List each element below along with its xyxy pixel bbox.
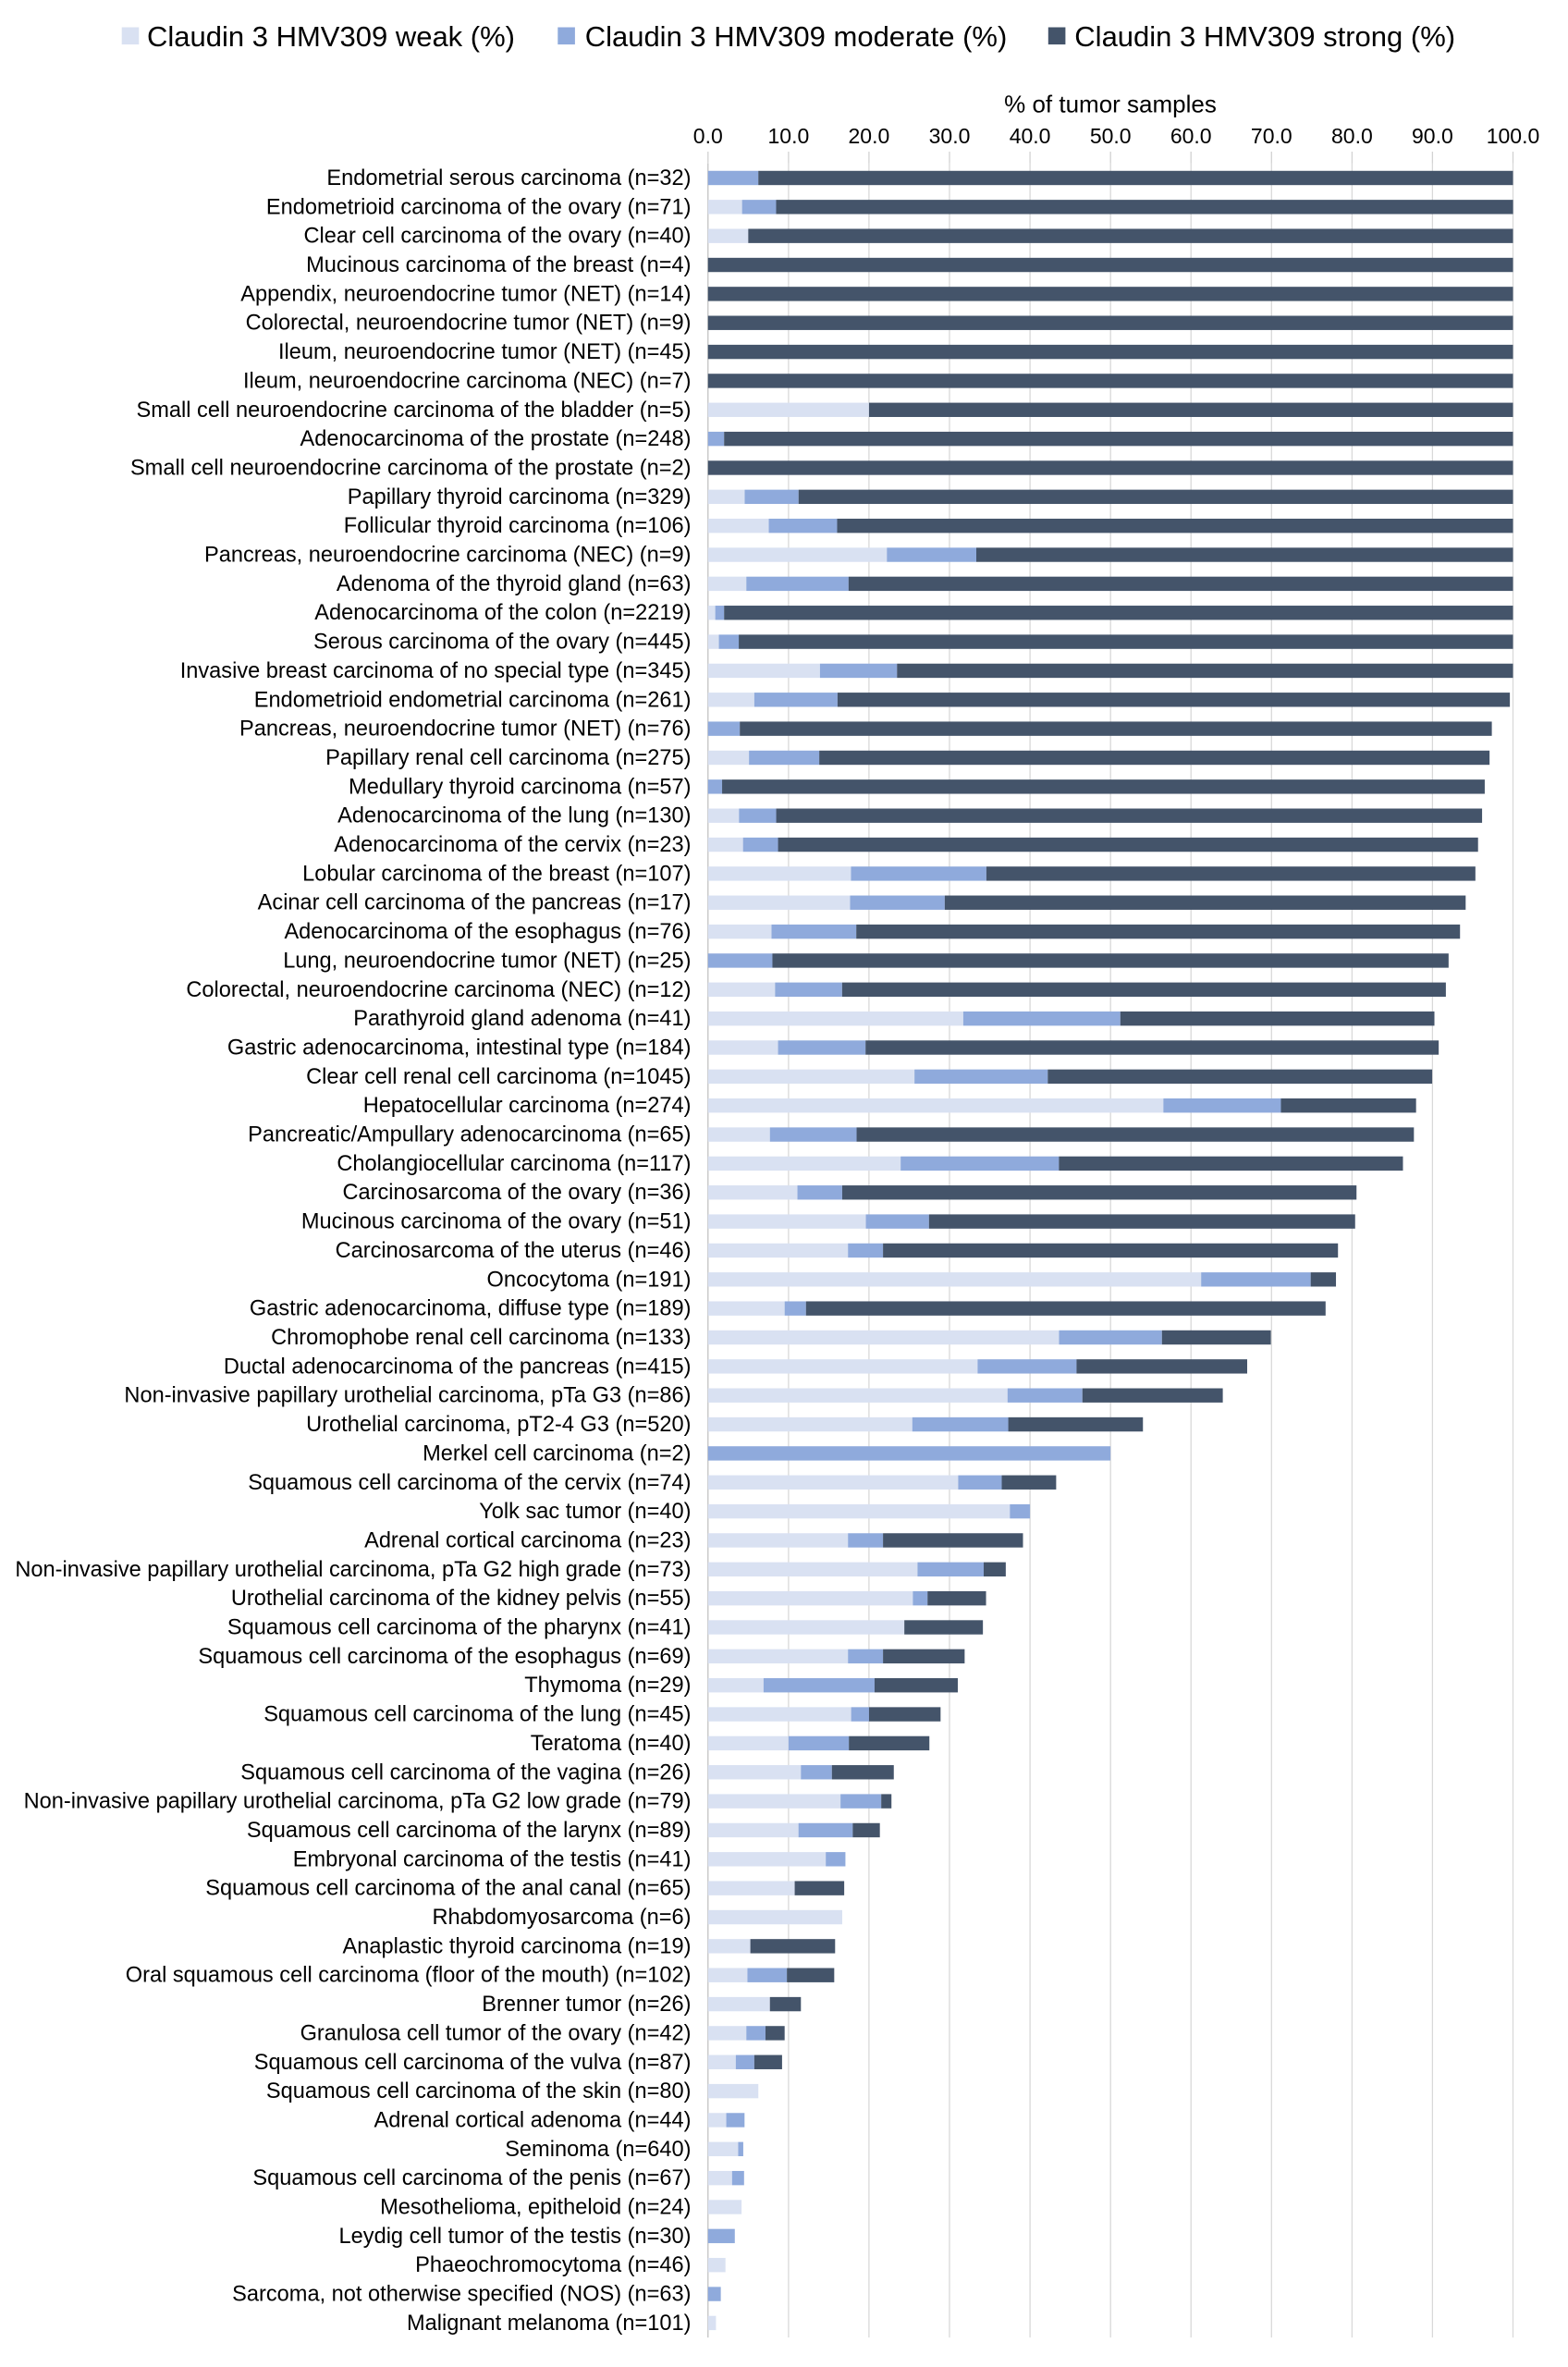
svg-text:40.0: 40.0 [1010, 124, 1051, 148]
svg-text:10.0: 10.0 [768, 124, 810, 148]
svg-text:Ileum, neuroendocrine tumor (N: Ileum, neuroendocrine tumor (NET) (n=45) [278, 340, 692, 364]
svg-text:Squamous cell carcinoma of the: Squamous cell carcinoma of the penis (n=… [252, 2166, 691, 2190]
svg-text:Squamous cell carcinoma of the: Squamous cell carcinoma of the vagina (n… [240, 1760, 691, 1784]
svg-text:Squamous cell carcinoma of the: Squamous cell carcinoma of the pharynx (… [227, 1616, 692, 1640]
svg-text:Clear cell renal cell carcinom: Clear cell renal cell carcinoma (n=1045) [306, 1065, 691, 1089]
svg-text:Endometrioid carcinoma of the: Endometrioid carcinoma of the ovary (n=7… [266, 195, 692, 219]
svg-text:Papillary renal cell carcinoma: Papillary renal cell carcinoma (n=275) [325, 746, 691, 770]
svg-text:Merkel cell carcinoma (n=2): Merkel cell carcinoma (n=2) [423, 1441, 691, 1466]
svg-text:Endometrial serous carcinoma (: Endometrial serous carcinoma (n=32) [326, 166, 691, 190]
svg-text:Granulosa cell tumor of the ov: Granulosa cell tumor of the ovary (n=42) [300, 2021, 692, 2045]
svg-text:Mesothelioma, epitheloid (n=24: Mesothelioma, epitheloid (n=24) [380, 2196, 691, 2220]
svg-text:Malignant melanoma (n=101): Malignant melanoma (n=101) [407, 2312, 692, 2336]
svg-text:Ductal adenocarcinoma of the p: Ductal adenocarcinoma of the pancreas (n… [224, 1355, 692, 1379]
svg-text:Medullary thyroid carcinoma (n: Medullary thyroid carcinoma (n=57) [349, 775, 691, 799]
svg-text:Non-invasive papillary urothel: Non-invasive papillary urothelial carcin… [15, 1558, 691, 1582]
svg-text:Carcinosarcoma of the ovary (n: Carcinosarcoma of the ovary (n=36) [342, 1181, 691, 1205]
svg-text:Lobular carcinoma of the breas: Lobular carcinoma of the breast (n=107) [302, 862, 691, 886]
svg-text:Cholangiocellular carcinoma (n: Cholangiocellular carcinoma (n=117) [337, 1152, 691, 1176]
svg-text:Thymoma (n=29): Thymoma (n=29) [524, 1674, 691, 1698]
svg-text:70.0: 70.0 [1251, 124, 1292, 148]
svg-text:Pancreas, neuroendocrine tumor: Pancreas, neuroendocrine tumor (NET) (n=… [239, 717, 692, 742]
svg-text:Colorectal, neuroendocrine car: Colorectal, neuroendocrine carcinoma (NE… [186, 978, 691, 1002]
svg-text:Ileum, neuroendocrine carcinom: Ileum, neuroendocrine carcinoma (NEC) (n… [243, 369, 692, 393]
svg-text:Squamous cell carcinoma of the: Squamous cell carcinoma of the esophagus… [198, 1645, 691, 1669]
svg-text:Adenocarcinoma of the cervix (: Adenocarcinoma of the cervix (n=23) [334, 833, 691, 857]
svg-text:Pancreas, neuroendocrine carci: Pancreas, neuroendocrine carcinoma (NEC)… [204, 544, 692, 568]
svg-text:Adenocarcinoma of the esophagu: Adenocarcinoma of the esophagus (n=76) [284, 920, 691, 944]
svg-text:Clear cell carcinoma of the ov: Clear cell carcinoma of the ovary (n=40) [304, 225, 692, 249]
svg-text:Adrenal cortical adenoma (n=44: Adrenal cortical adenoma (n=44) [374, 2109, 692, 2133]
svg-text:Papillary thyroid carcinoma (n: Papillary thyroid carcinoma (n=329) [348, 485, 692, 509]
svg-text:Chromophobe renal cell carcino: Chromophobe renal cell carcinoma (n=133) [271, 1326, 691, 1350]
svg-text:50.0: 50.0 [1090, 124, 1132, 148]
svg-text:Mucinous carcinoma of the brea: Mucinous carcinoma of the breast (n=4) [306, 253, 691, 277]
svg-text:Adenocarcinoma of the prostate: Adenocarcinoma of the prostate (n=248) [300, 427, 692, 451]
svg-text:Parathyroid gland adenoma (n=4: Parathyroid gland adenoma (n=41) [353, 1007, 691, 1031]
svg-text:Hepatocellular carcinoma (n=27: Hepatocellular carcinoma (n=274) [363, 1094, 692, 1118]
svg-text:% of tumor samples: % of tumor samples [1004, 91, 1217, 118]
svg-text:Sarcoma, not otherwise specifi: Sarcoma, not otherwise specified (NOS) (… [232, 2283, 691, 2307]
svg-text:Rhabdomyosarcoma (n=6): Rhabdomyosarcoma (n=6) [433, 1906, 692, 1930]
svg-text:Squamous cell carcinoma of the: Squamous cell carcinoma of the skin (n=8… [266, 2079, 692, 2103]
svg-text:Embryonal carcinoma of the tes: Embryonal carcinoma of the testis (n=41) [293, 1847, 692, 1871]
svg-text:Anaplastic thyroid carcinoma (: Anaplastic thyroid carcinoma (n=19) [342, 1934, 691, 1958]
svg-text:Claudin 3 HMV309 strong (%): Claudin 3 HMV309 strong (%) [1074, 20, 1455, 53]
svg-text:Colorectal, neuroendocrine tum: Colorectal, neuroendocrine tumor (NET) (… [246, 312, 692, 336]
svg-text:Claudin 3 HMV309 weak (%): Claudin 3 HMV309 weak (%) [147, 20, 515, 53]
svg-text:Gastric adenocarcinoma, intest: Gastric adenocarcinoma, intestinal type … [227, 1036, 692, 1061]
svg-text:Leydig cell tumor of the testi: Leydig cell tumor of the testis (n=30) [339, 2225, 692, 2249]
svg-text:90.0: 90.0 [1412, 124, 1453, 148]
svg-text:Carcinosarcoma of the uterus (: Carcinosarcoma of the uterus (n=46) [336, 1239, 692, 1263]
svg-text:80.0: 80.0 [1331, 124, 1373, 148]
svg-text:Serous carcinoma of the ovary: Serous carcinoma of the ovary (n=445) [313, 631, 692, 655]
svg-text:Oral squamous cell carcinoma (: Oral squamous cell carcinoma (floor of t… [126, 1964, 692, 1988]
svg-text:Squamous cell carcinoma of the: Squamous cell carcinoma of the anal cana… [205, 1877, 691, 1901]
svg-text:30.0: 30.0 [929, 124, 971, 148]
svg-text:Seminoma (n=640): Seminoma (n=640) [505, 2138, 691, 2162]
svg-text:100.0: 100.0 [1487, 124, 1540, 148]
svg-text:Adenocarcinoma of the colon (n: Adenocarcinoma of the colon (n=2219) [314, 601, 691, 625]
svg-text:Non-invasive papillary urothel: Non-invasive papillary urothelial carcin… [24, 1790, 692, 1814]
svg-text:60.0: 60.0 [1170, 124, 1212, 148]
svg-text:Mucinous carcinoma of the ovar: Mucinous carcinoma of the ovary (n=51) [301, 1210, 692, 1234]
svg-text:Adrenal cortical carcinoma (n=: Adrenal cortical carcinoma (n=23) [364, 1529, 691, 1553]
svg-text:Pancreatic/Ampullary adenocarc: Pancreatic/Ampullary adenocarcinoma (n=6… [248, 1123, 691, 1147]
svg-text:Follicular thyroid carcinoma (: Follicular thyroid carcinoma (n=106) [344, 514, 692, 538]
svg-text:Acinar cell carcinoma of the p: Acinar cell carcinoma of the pancreas (n… [258, 891, 692, 915]
svg-text:Squamous cell carcinoma of the: Squamous cell carcinoma of the lung (n=4… [263, 1703, 691, 1727]
svg-text:Urothelial carcinoma of the ki: Urothelial carcinoma of the kidney pelvi… [231, 1587, 692, 1611]
svg-text:20.0: 20.0 [849, 124, 890, 148]
svg-text:0.0: 0.0 [693, 124, 723, 148]
svg-text:Adenocarcinoma of the lung (n=: Adenocarcinoma of the lung (n=130) [337, 804, 691, 828]
svg-text:Squamous cell carcinoma of the: Squamous cell carcinoma of the vulva (n=… [254, 2051, 692, 2075]
svg-text:Gastric adenocarcinoma, diffus: Gastric adenocarcinoma, diffuse type (n=… [250, 1297, 692, 1321]
svg-text:Brenner tumor (n=26): Brenner tumor (n=26) [482, 1993, 691, 2017]
svg-text:Appendix, neuroendocrine tumor: Appendix, neuroendocrine tumor (NET) (n=… [240, 282, 691, 306]
svg-text:Yolk sac tumor (n=40): Yolk sac tumor (n=40) [479, 1500, 691, 1524]
svg-text:Urothelial carcinoma, pT2-4 G3: Urothelial carcinoma, pT2-4 G3 (n=520) [306, 1413, 691, 1437]
svg-text:Oncocytoma (n=191): Oncocytoma (n=191) [487, 1268, 692, 1292]
svg-text:Non-invasive papillary urothel: Non-invasive papillary urothelial carcin… [124, 1384, 691, 1408]
svg-text:Adenoma of the thyroid gland (: Adenoma of the thyroid gland (n=63) [337, 572, 692, 596]
svg-text:Lung, neuroendocrine tumor (NE: Lung, neuroendocrine tumor (NET) (n=25) [283, 949, 691, 973]
svg-text:Teratoma (n=40): Teratoma (n=40) [531, 1732, 692, 1756]
svg-text:Invasive breast carcinoma of n: Invasive breast carcinoma of no special … [180, 659, 692, 683]
svg-text:Phaeochromocytoma (n=46): Phaeochromocytoma (n=46) [415, 2253, 691, 2277]
svg-text:Small cell neuroendocrine carc: Small cell neuroendocrine carcinoma of t… [136, 399, 691, 423]
svg-text:Squamous cell carcinoma of the: Squamous cell carcinoma of the cervix (n… [248, 1471, 691, 1495]
svg-text:Small cell neuroendocrine carc: Small cell neuroendocrine carcinoma of t… [130, 457, 692, 481]
svg-text:Endometrioid endometrial carci: Endometrioid endometrial carcinoma (n=26… [254, 688, 692, 712]
svg-text:Claudin 3 HMV309 moderate (%): Claudin 3 HMV309 moderate (%) [585, 20, 1008, 53]
svg-text:Squamous cell carcinoma of the: Squamous cell carcinoma of the larynx (n… [247, 1819, 692, 1843]
